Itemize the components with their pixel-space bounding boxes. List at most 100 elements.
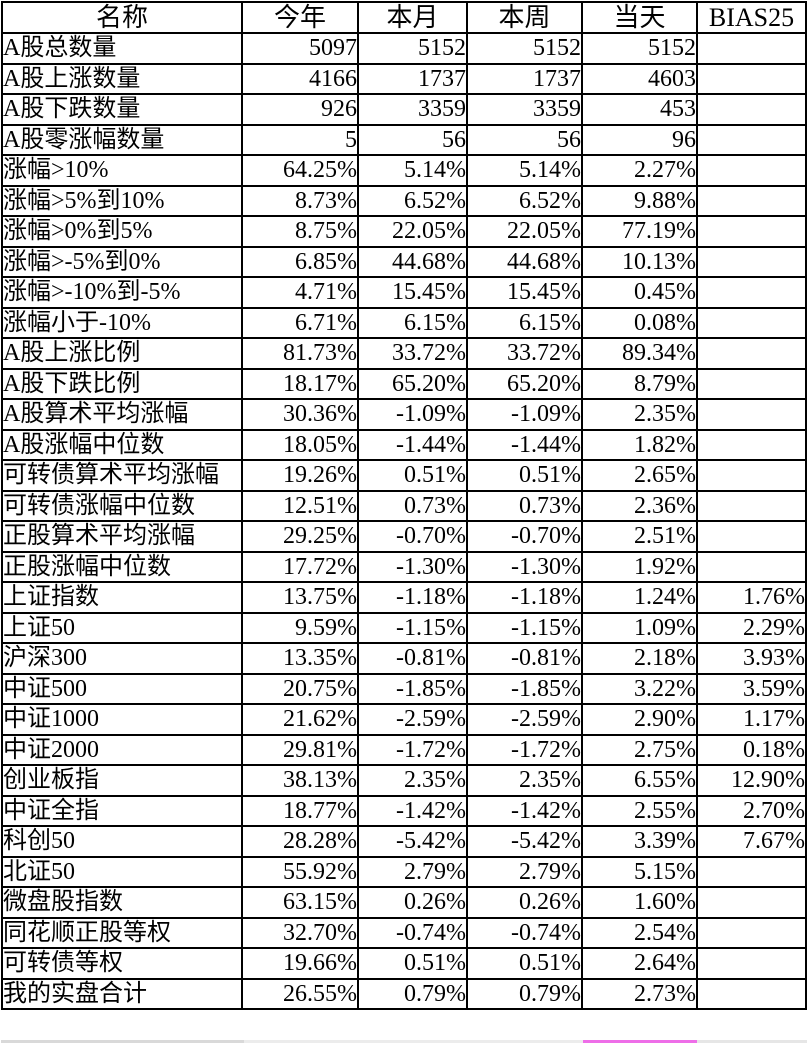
row-label-cell[interactable]: 涨幅>-5%到0% [1,245,243,278]
value-cell[interactable]: 2.65% [581,459,698,492]
value-cell[interactable]: -1.44% [357,428,468,461]
value-cell[interactable]: 5152 [466,32,583,65]
value-cell[interactable]: -0.74% [357,916,468,949]
value-cell[interactable]: -5.42% [357,825,468,858]
value-cell[interactable]: -2.59% [357,703,468,736]
value-cell[interactable]: 20.75% [241,672,359,705]
value-cell[interactable]: 0.26% [466,886,583,919]
value-cell[interactable]: 0.73% [357,489,468,522]
value-cell[interactable]: -1.15% [466,611,583,644]
value-cell[interactable]: 1.09% [581,611,698,644]
row-label-cell[interactable]: 涨幅>-10%到-5% [1,276,243,309]
value-cell[interactable]: -1.18% [357,581,468,614]
value-cell[interactable]: 0.45% [581,276,698,309]
row-label-cell[interactable]: A股上涨比例 [1,337,243,370]
value-cell[interactable]: 6.55% [581,764,698,797]
value-cell[interactable]: 5.14% [466,154,583,187]
value-cell[interactable]: 4166 [241,62,359,95]
value-cell[interactable]: 29.81% [241,733,359,766]
value-cell[interactable]: 6.52% [466,184,583,217]
value-cell[interactable]: 0.51% [357,947,468,980]
value-cell[interactable]: 1737 [357,62,468,95]
col-header-name[interactable]: 名称 [1,1,243,34]
row-label-cell[interactable]: 微盘股指数 [1,886,243,919]
value-cell[interactable] [696,886,807,919]
value-cell[interactable]: 0.79% [357,977,468,1010]
value-cell[interactable]: 2.70% [696,794,807,827]
row-label-cell[interactable]: A股零涨幅数量 [1,123,243,156]
row-label-cell[interactable]: 我的实盘合计 [1,977,243,1010]
value-cell[interactable]: 9.88% [581,184,698,217]
value-cell[interactable]: 63.15% [241,886,359,919]
value-cell[interactable]: -1.09% [466,398,583,431]
value-cell[interactable]: 1.82% [581,428,698,461]
value-cell[interactable]: 9.59% [241,611,359,644]
value-cell[interactable]: 6.71% [241,306,359,339]
value-cell[interactable]: 8.73% [241,184,359,217]
row-label-cell[interactable]: 涨幅小于-10% [1,306,243,339]
value-cell[interactable]: 33.72% [357,337,468,370]
value-cell[interactable]: 8.75% [241,215,359,248]
value-cell[interactable]: -1.09% [357,398,468,431]
value-cell[interactable]: 15.45% [357,276,468,309]
value-cell[interactable]: 26.55% [241,977,359,1010]
value-cell[interactable]: 3359 [357,93,468,126]
row-label-cell[interactable]: 涨幅>10% [1,154,243,187]
value-cell[interactable] [696,459,807,492]
row-label-cell[interactable]: A股下跌数量 [1,93,243,126]
value-cell[interactable]: 2.55% [581,794,698,827]
value-cell[interactable]: 12.90% [696,764,807,797]
value-cell[interactable]: 96 [581,123,698,156]
value-cell[interactable]: 19.66% [241,947,359,980]
value-cell[interactable]: 38.13% [241,764,359,797]
value-cell[interactable] [696,916,807,949]
value-cell[interactable]: 3.59% [696,672,807,705]
value-cell[interactable]: 77.19% [581,215,698,248]
value-cell[interactable]: 28.28% [241,825,359,858]
value-cell[interactable]: 5152 [357,32,468,65]
value-cell[interactable]: 33.72% [466,337,583,370]
value-cell[interactable]: 6.85% [241,245,359,278]
value-cell[interactable] [696,32,807,65]
value-cell[interactable]: 10.13% [581,245,698,278]
value-cell[interactable]: -5.42% [466,825,583,858]
value-cell[interactable]: 1737 [466,62,583,95]
value-cell[interactable]: 2.51% [581,520,698,553]
value-cell[interactable]: 2.79% [357,855,468,888]
value-cell[interactable]: 2.75% [581,733,698,766]
value-cell[interactable]: 65.20% [466,367,583,400]
value-cell[interactable] [696,215,807,248]
row-label-cell[interactable]: A股涨幅中位数 [1,428,243,461]
value-cell[interactable]: -1.30% [357,550,468,583]
value-cell[interactable] [696,520,807,553]
value-cell[interactable]: 44.68% [466,245,583,278]
value-cell[interactable]: 12.51% [241,489,359,522]
value-cell[interactable]: 30.36% [241,398,359,431]
value-cell[interactable]: 2.73% [581,977,698,1010]
value-cell[interactable] [696,337,807,370]
value-cell[interactable]: 1.60% [581,886,698,919]
value-cell[interactable]: 6.15% [466,306,583,339]
value-cell[interactable]: 1.17% [696,703,807,736]
value-cell[interactable]: 89.34% [581,337,698,370]
value-cell[interactable]: 2.29% [696,611,807,644]
value-cell[interactable]: 4603 [581,62,698,95]
row-label-cell[interactable]: 中证全指 [1,794,243,827]
value-cell[interactable]: -0.81% [466,642,583,675]
value-cell[interactable]: 2.90% [581,703,698,736]
value-cell[interactable]: -1.15% [357,611,468,644]
value-cell[interactable]: -1.42% [357,794,468,827]
value-cell[interactable]: 5.15% [581,855,698,888]
value-cell[interactable]: 0.26% [357,886,468,919]
value-cell[interactable]: 5 [241,123,359,156]
value-cell[interactable]: 926 [241,93,359,126]
row-label-cell[interactable]: 沪深300 [1,642,243,675]
value-cell[interactable]: 32.70% [241,916,359,949]
value-cell[interactable] [696,947,807,980]
value-cell[interactable]: 29.25% [241,520,359,553]
value-cell[interactable]: 81.73% [241,337,359,370]
value-cell[interactable]: -1.85% [466,672,583,705]
value-cell[interactable]: 22.05% [466,215,583,248]
row-label-cell[interactable]: A股上涨数量 [1,62,243,95]
value-cell[interactable]: 5152 [581,32,698,65]
